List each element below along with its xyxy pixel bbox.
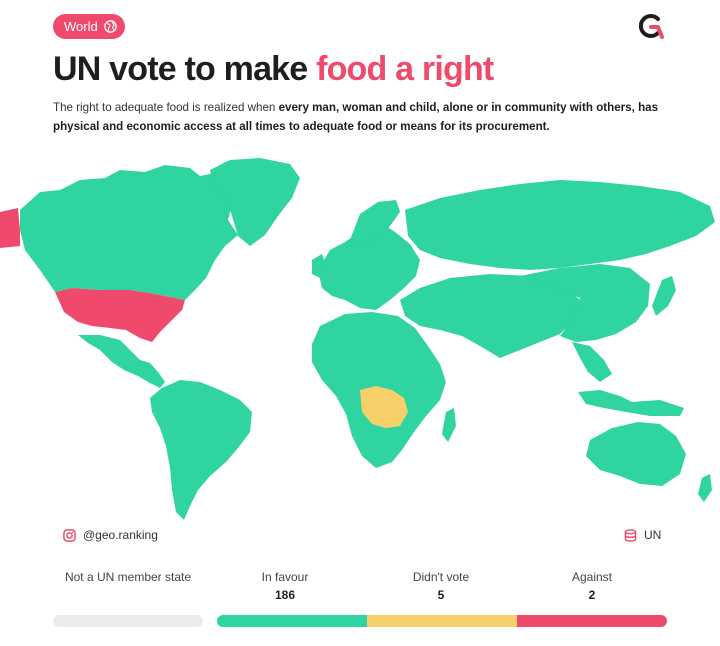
southeast-asia bbox=[572, 342, 612, 382]
japan bbox=[652, 276, 676, 316]
database-icon bbox=[624, 528, 637, 542]
new-zealand bbox=[698, 474, 712, 502]
south-america bbox=[150, 380, 252, 520]
uk bbox=[312, 254, 326, 278]
instagram-handle: @geo.ranking bbox=[83, 528, 158, 542]
region-tag-label: World bbox=[64, 19, 98, 34]
subtitle-text: The right to adequate food is realized w… bbox=[53, 101, 279, 114]
in-favour-segment bbox=[217, 615, 367, 627]
united-states bbox=[55, 288, 185, 342]
against-countries bbox=[0, 208, 185, 342]
title-accent: food a right bbox=[316, 50, 494, 88]
vote-share-bar bbox=[217, 615, 667, 627]
against-segment bbox=[517, 615, 667, 627]
russia bbox=[405, 180, 715, 270]
legend-against: Against 2 bbox=[517, 568, 667, 604]
world-map bbox=[0, 158, 715, 520]
europe bbox=[318, 222, 420, 310]
instagram-icon bbox=[63, 528, 76, 542]
globe-icon bbox=[103, 20, 117, 33]
not-member-bar bbox=[53, 615, 203, 627]
legend-count: 186 bbox=[274, 588, 296, 602]
canada bbox=[20, 160, 262, 300]
indonesia bbox=[578, 390, 684, 416]
source-badge: UN bbox=[614, 521, 672, 549]
didnt-vote-countries bbox=[360, 386, 408, 428]
page-title: UN vote to make food a right bbox=[53, 50, 494, 89]
australia bbox=[586, 422, 686, 486]
legend-not-member: Not a UN member state bbox=[53, 568, 203, 586]
in-favour-countries bbox=[20, 158, 715, 520]
region-tag: World bbox=[53, 14, 125, 39]
subtitle: The right to adequate food is realized w… bbox=[53, 98, 673, 136]
scandinavia bbox=[350, 200, 400, 246]
legend-count: 2 bbox=[588, 588, 596, 602]
geo-ranking-logo bbox=[638, 14, 664, 39]
greenland bbox=[210, 158, 300, 246]
source-label: UN bbox=[644, 528, 662, 542]
legend-label: Not a UN member state bbox=[64, 570, 192, 584]
dr-congo bbox=[360, 386, 408, 428]
legend-label: In favour bbox=[261, 570, 309, 584]
legend-count: 5 bbox=[437, 588, 445, 602]
subtitle-bold: every man, woman and child, alone or in … bbox=[53, 101, 659, 133]
didnt-vote-segment bbox=[367, 615, 517, 627]
legend-in-favour: In favour 186 bbox=[210, 568, 360, 604]
instagram-badge[interactable]: @geo.ranking bbox=[53, 521, 168, 549]
legend-didnt-vote: Didn't vote 5 bbox=[366, 568, 516, 604]
east-asia bbox=[520, 264, 650, 342]
madagascar bbox=[442, 408, 456, 442]
legend-label: Didn't vote bbox=[412, 570, 470, 584]
legend-label: Against bbox=[571, 570, 613, 584]
alaska-edge bbox=[0, 208, 20, 248]
middle-east-south-asia bbox=[400, 274, 580, 358]
mexico-central-america bbox=[78, 335, 165, 388]
title-main: UN vote to make bbox=[53, 50, 317, 88]
